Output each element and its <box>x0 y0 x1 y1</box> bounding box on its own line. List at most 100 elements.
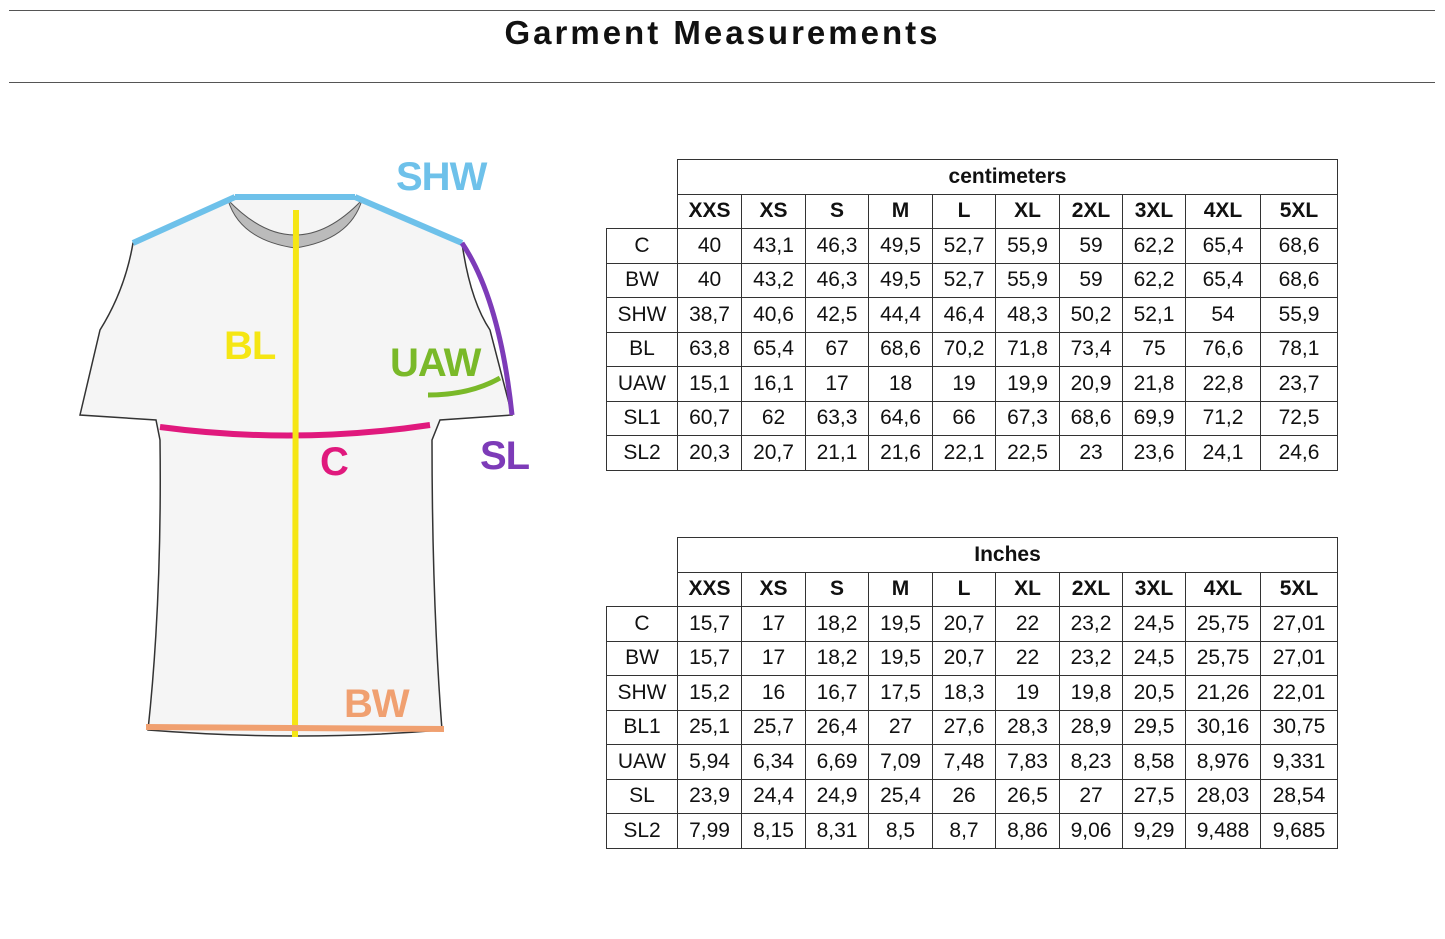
measurement-value: 20,5 <box>1122 675 1186 711</box>
measurement-value: 8,31 <box>805 813 869 849</box>
measurement-value: 76,6 <box>1185 331 1261 367</box>
measurement-value: 62 <box>741 400 806 436</box>
measurement-value: 28,3 <box>995 709 1060 745</box>
measurement-value: 68,6 <box>1260 228 1338 264</box>
measurement-value: 17 <box>741 606 806 642</box>
measurement-value: 27,5 <box>1122 778 1186 814</box>
size-header: XL <box>995 193 1060 229</box>
size-header: 5XL <box>1260 571 1338 607</box>
measurement-label: UAW <box>606 744 678 780</box>
measurement-value: 25,1 <box>677 709 742 745</box>
measurement-label: C <box>606 606 678 642</box>
table-row: SHW 15,2 16 16,7 17,5 18,3 19 19,8 20,5 21,26 22,0… <box>606 675 1338 711</box>
measurement-label: BL <box>606 331 678 367</box>
measurement-value: 22,5 <box>995 435 1060 471</box>
top-rule <box>9 10 1435 11</box>
measurement-value: 30,16 <box>1185 709 1261 745</box>
measurement-value: 16 <box>741 675 806 711</box>
measurement-value: 27 <box>1059 778 1123 814</box>
measurement-label: BW <box>606 262 678 298</box>
measurement-value: 40 <box>677 262 742 298</box>
measurement-value: 6,34 <box>741 744 806 780</box>
measurement-value: 65,4 <box>1185 228 1261 264</box>
measurement-value: 23,2 <box>1059 640 1123 676</box>
measurement-value: 55,9 <box>1260 297 1338 333</box>
size-header: M <box>868 571 933 607</box>
size-header: S <box>805 193 869 229</box>
measurement-value: 71,2 <box>1185 400 1261 436</box>
measurement-value: 26,5 <box>995 778 1060 814</box>
measurement-value: 24,5 <box>1122 640 1186 676</box>
measurement-value: 72,5 <box>1260 400 1338 436</box>
table-row: BL1 25,1 25,7 26,4 27 27,6 28,3 28,9 29,5 30,16 30… <box>606 709 1338 745</box>
measurement-value: 21,6 <box>868 435 933 471</box>
measurement-value: 18 <box>868 366 933 402</box>
measurement-value: 23 <box>1059 435 1123 471</box>
measurement-value: 63,3 <box>805 400 869 436</box>
measurement-value: 44,4 <box>868 297 933 333</box>
measurement-value: 18,2 <box>805 606 869 642</box>
size-header: XXS <box>677 571 742 607</box>
measurement-value: 8,86 <box>995 813 1060 849</box>
measurement-value: 46,3 <box>805 228 869 264</box>
measurement-value: 60,7 <box>677 400 742 436</box>
measurement-value: 22 <box>995 640 1060 676</box>
measurement-value: 27,6 <box>932 709 996 745</box>
table-row: SL 23,9 24,4 24,9 25,4 26 26,5 27 27,5 28,03 28,54 <box>606 778 1338 814</box>
measurement-value: 25,7 <box>741 709 806 745</box>
measurement-label: BL1 <box>606 709 678 745</box>
size-header: 5XL <box>1260 193 1338 229</box>
measurement-value: 8,23 <box>1059 744 1123 780</box>
measurement-value: 15,2 <box>677 675 742 711</box>
size-header: 4XL <box>1185 571 1261 607</box>
measurement-value: 69,9 <box>1122 400 1186 436</box>
table-row: BL 63,8 65,4 67 68,6 70,2 71,8 73,4 75 76,6 78,1 <box>606 331 1338 367</box>
table-row: SHW 38,7 40,6 42,5 44,4 46,4 48,3 50,2 52,1 54 55,… <box>606 297 1338 333</box>
measurement-value: 20,7 <box>741 435 806 471</box>
measurement-value: 55,9 <box>995 228 1060 264</box>
measurement-value: 23,6 <box>1122 435 1186 471</box>
measurement-value: 75 <box>1122 331 1186 367</box>
measurement-value: 20,3 <box>677 435 742 471</box>
measurement-label: SHW <box>606 675 678 711</box>
measurement-value: 71,8 <box>995 331 1060 367</box>
measurement-value: 20,7 <box>932 606 996 642</box>
measurement-value: 22,1 <box>932 435 996 471</box>
measurement-value: 19,5 <box>868 606 933 642</box>
measurement-label: BW <box>606 640 678 676</box>
measurement-value: 8,976 <box>1185 744 1261 780</box>
measurement-value: 6,69 <box>805 744 869 780</box>
measurement-value: 23,2 <box>1059 606 1123 642</box>
inches-table: Inches XXS XS S M L XL 2XL 3XL 4XL 5XL C 15,7 17 18,2 1… <box>606 537 1338 849</box>
measurement-value: 40,6 <box>741 297 806 333</box>
table-row: SL2 7,99 8,15 8,31 8,5 8,7 8,86 9,06 9,29 9,488 9,… <box>606 813 1338 849</box>
title-rule <box>9 82 1435 83</box>
blank-cell <box>607 538 678 573</box>
measurement-value: 25,75 <box>1185 606 1261 642</box>
tshirt-collar <box>227 199 363 249</box>
measurement-value: 38,7 <box>677 297 742 333</box>
measurement-value: 20,9 <box>1059 366 1123 402</box>
size-header: 2XL <box>1059 193 1123 229</box>
blank-cell <box>607 194 678 229</box>
label-shw: SHW <box>396 155 487 199</box>
table-row: UAW 5,94 6,34 6,69 7,09 7,48 7,83 8,23 8,58 8,976… <box>606 744 1338 780</box>
unit-header: centimeters <box>677 159 1338 195</box>
label-bl: BL <box>224 324 276 368</box>
shw-line <box>131 194 237 246</box>
measurement-value: 5,94 <box>677 744 742 780</box>
shw-line-right <box>353 194 464 246</box>
measurement-value: 21,26 <box>1185 675 1261 711</box>
measurement-value: 67 <box>805 331 869 367</box>
measurement-value: 22,01 <box>1260 675 1338 711</box>
measurement-value: 17,5 <box>868 675 933 711</box>
measurement-value: 46,4 <box>932 297 996 333</box>
unit-header: Inches <box>677 537 1338 573</box>
size-header: M <box>868 193 933 229</box>
measurement-value: 21,1 <box>805 435 869 471</box>
tshirt-diagram <box>79 194 515 738</box>
label-c: C <box>320 440 349 484</box>
measurement-value: 68,6 <box>1059 400 1123 436</box>
measurement-value: 40 <box>677 228 742 264</box>
measurement-value: 19,5 <box>868 640 933 676</box>
